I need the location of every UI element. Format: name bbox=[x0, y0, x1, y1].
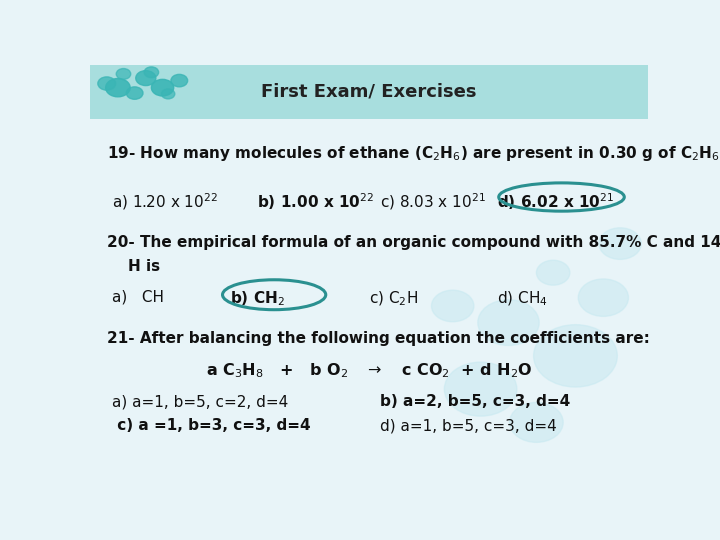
Circle shape bbox=[444, 362, 517, 416]
Text: First Exam/ Exercises: First Exam/ Exercises bbox=[261, 83, 477, 101]
Circle shape bbox=[136, 71, 156, 85]
Text: c) C$_2$H: c) C$_2$H bbox=[369, 289, 418, 308]
Circle shape bbox=[106, 78, 130, 97]
Circle shape bbox=[98, 77, 116, 90]
Text: a)   CH: a) CH bbox=[112, 289, 164, 305]
Circle shape bbox=[116, 69, 131, 79]
FancyBboxPatch shape bbox=[90, 65, 648, 119]
Circle shape bbox=[510, 402, 563, 442]
Text: b) a=2, b=5, c=3, d=4: b) a=2, b=5, c=3, d=4 bbox=[380, 394, 570, 409]
Circle shape bbox=[478, 300, 539, 346]
Text: b) 1.00 x 10$^{22}$: b) 1.00 x 10$^{22}$ bbox=[258, 192, 374, 212]
Text: c) 8.03 x 10$^{21}$: c) 8.03 x 10$^{21}$ bbox=[380, 192, 486, 212]
Text: c) a =1, b=3, c=3, d=4: c) a =1, b=3, c=3, d=4 bbox=[112, 418, 311, 433]
Circle shape bbox=[578, 279, 629, 316]
Text: 21- After balancing the following equation the coefficients are:: 21- After balancing the following equati… bbox=[107, 331, 649, 346]
Circle shape bbox=[534, 325, 617, 387]
Circle shape bbox=[151, 79, 174, 96]
Circle shape bbox=[126, 87, 143, 99]
Text: d) 6.02 x 10$^{21}$: d) 6.02 x 10$^{21}$ bbox=[498, 192, 614, 212]
Circle shape bbox=[171, 75, 188, 87]
Circle shape bbox=[161, 89, 175, 99]
Text: d) CH$_4$: d) CH$_4$ bbox=[498, 289, 548, 308]
Text: b) CH$_2$: b) CH$_2$ bbox=[230, 289, 284, 308]
Text: 19- How many molecules of ethane (C$_2$H$_6$) are present in 0.30 g of C$_2$H$_6: 19- How many molecules of ethane (C$_2$H… bbox=[107, 144, 720, 163]
Text: 20- The empirical formula of an organic compound with 85.7% C and 14.3%: 20- The empirical formula of an organic … bbox=[107, 235, 720, 250]
Text: d) a=1, b=5, c=3, d=4: d) a=1, b=5, c=3, d=4 bbox=[380, 418, 557, 433]
Circle shape bbox=[144, 67, 158, 78]
Text: a) 1.20 x 10$^{22}$: a) 1.20 x 10$^{22}$ bbox=[112, 192, 218, 212]
Circle shape bbox=[599, 228, 642, 259]
Text: H is: H is bbox=[107, 259, 160, 274]
Text: a C$_3$H$_8$   +   b O$_2$   $\rightarrow$   c CO$_2$  + d H$_2$O: a C$_3$H$_8$ + b O$_2$ $\rightarrow$ c C… bbox=[206, 361, 532, 380]
Circle shape bbox=[431, 290, 474, 322]
Circle shape bbox=[536, 260, 570, 285]
Text: a) a=1, b=5, c=2, d=4: a) a=1, b=5, c=2, d=4 bbox=[112, 394, 289, 409]
